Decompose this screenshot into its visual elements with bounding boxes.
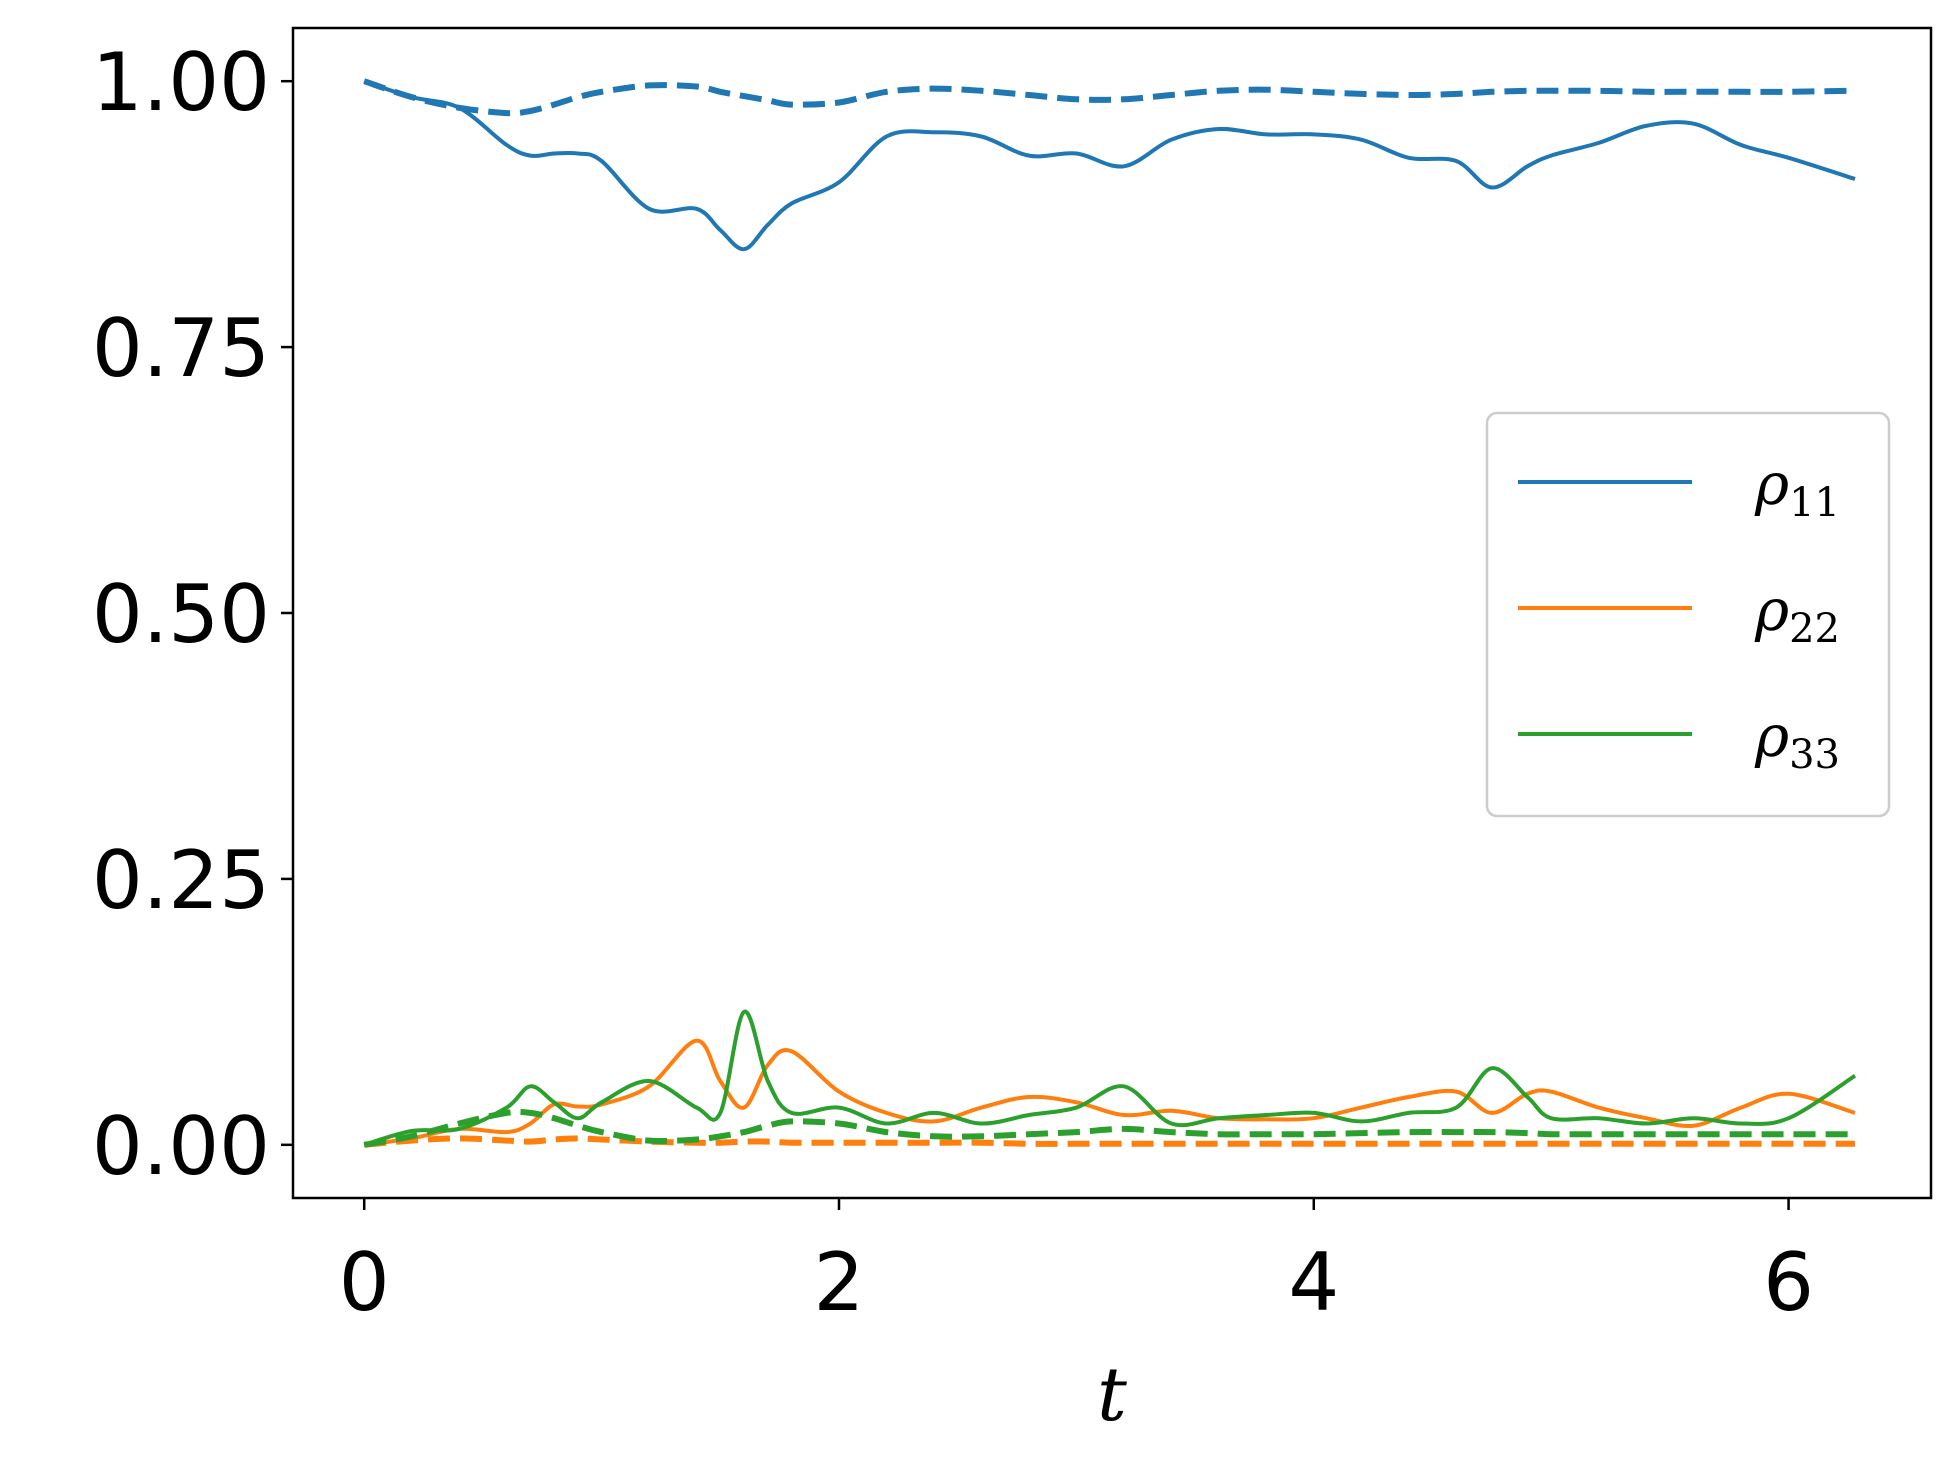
series-line-6-dashed — [363, 1108, 1855, 1148]
series-line-5-solid — [363, 1009, 1857, 1147]
series-line-4-dashed — [363, 1135, 1855, 1148]
y-axis: 0.00 0.25 0.50 0.75 1.00 — [92, 36, 293, 1193]
legend-label-11: ρ11 — [1754, 450, 1840, 526]
y-tick-label: 0.75 — [92, 302, 270, 395]
x-axis: 0 2 4 6 — [339, 1198, 1814, 1329]
legend-label-33: ρ33 — [1754, 702, 1840, 778]
y-tick-label: 1.00 — [92, 36, 270, 129]
legend-label-22: ρ22 — [1754, 576, 1840, 652]
series-line-3-solid — [363, 1038, 1856, 1147]
x-tick-label: 6 — [1763, 1236, 1814, 1329]
y-tick-label: 0.00 — [92, 1100, 270, 1193]
legend-box — [1485, 411, 1891, 818]
y-tick-label: 0.25 — [92, 834, 270, 927]
series-line-2-dashed — [363, 78, 1856, 117]
x-axis-label: t — [1097, 1352, 1127, 1438]
x-tick-label: 0 — [339, 1236, 390, 1329]
x-tick-label: 2 — [814, 1236, 865, 1329]
x-tick-label: 4 — [1288, 1236, 1339, 1329]
legend: ρ11 ρ22 ρ33 — [1485, 411, 1891, 818]
y-tick-label: 0.50 — [92, 568, 270, 661]
plot-lines — [363, 78, 1857, 1148]
series-line-1-solid — [363, 79, 1856, 252]
